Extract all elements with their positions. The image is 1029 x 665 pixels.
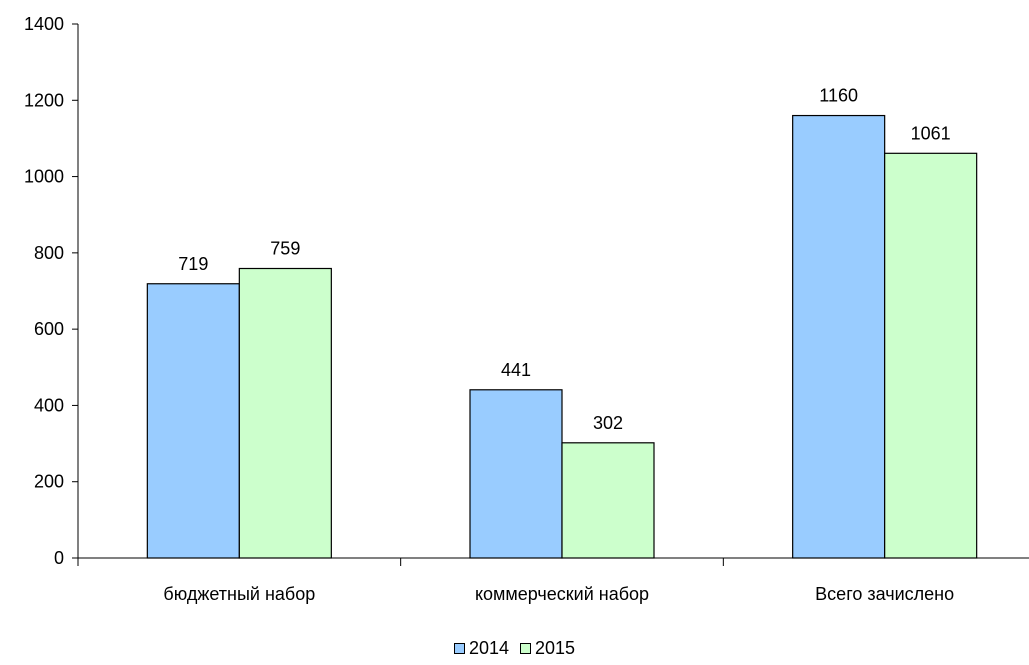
x-axis: бюджетный набор коммерческий набор Всего з… bbox=[77, 557, 1029, 604]
y-tick-label: 400 bbox=[34, 395, 64, 415]
bar-2014 bbox=[792, 114, 886, 559]
y-tick-label: 1200 bbox=[24, 90, 64, 110]
data-label: 719 bbox=[178, 254, 208, 274]
x-category-label: Всего зачислено bbox=[815, 584, 954, 604]
legend-item-2014: 2014 bbox=[453, 638, 509, 659]
y-tick-label: 600 bbox=[34, 319, 64, 339]
data-labels: 719 759 441 302 1160 1061 bbox=[178, 86, 950, 433]
legend-swatch-2014 bbox=[453, 643, 465, 654]
x-category-label: коммерческий набор bbox=[475, 584, 649, 604]
y-axis: 0 200 400 600 800 1000 1200 1400 bbox=[24, 14, 79, 568]
legend-item-2015: 2015 bbox=[520, 638, 575, 659]
y-tick-label: 1000 bbox=[24, 167, 64, 187]
bar-2014 bbox=[469, 389, 563, 559]
legend-label-2015: 2015 bbox=[535, 638, 576, 658]
data-label: 441 bbox=[501, 360, 531, 380]
data-label: 302 bbox=[593, 413, 623, 433]
x-category-label: бюджетный набор bbox=[163, 584, 315, 604]
data-label: 1061 bbox=[911, 123, 951, 143]
y-tick-label: 800 bbox=[34, 243, 64, 263]
data-label: 1160 bbox=[819, 86, 858, 106]
y-tick-label: 200 bbox=[34, 472, 64, 492]
legend-swatch-2015 bbox=[520, 643, 531, 654]
y-tick-label: 1400 bbox=[24, 14, 64, 34]
bar-2015 bbox=[884, 152, 978, 559]
bars bbox=[146, 114, 978, 559]
y-tick-label: 0 bbox=[54, 548, 64, 568]
legend-label-2014: 2014 bbox=[468, 638, 509, 658]
bar-2015 bbox=[238, 267, 332, 559]
bar-2015 bbox=[561, 442, 655, 559]
bar-2014 bbox=[146, 283, 240, 559]
data-label: 759 bbox=[270, 238, 300, 258]
legend: 2014 2015 bbox=[0, 638, 1029, 659]
